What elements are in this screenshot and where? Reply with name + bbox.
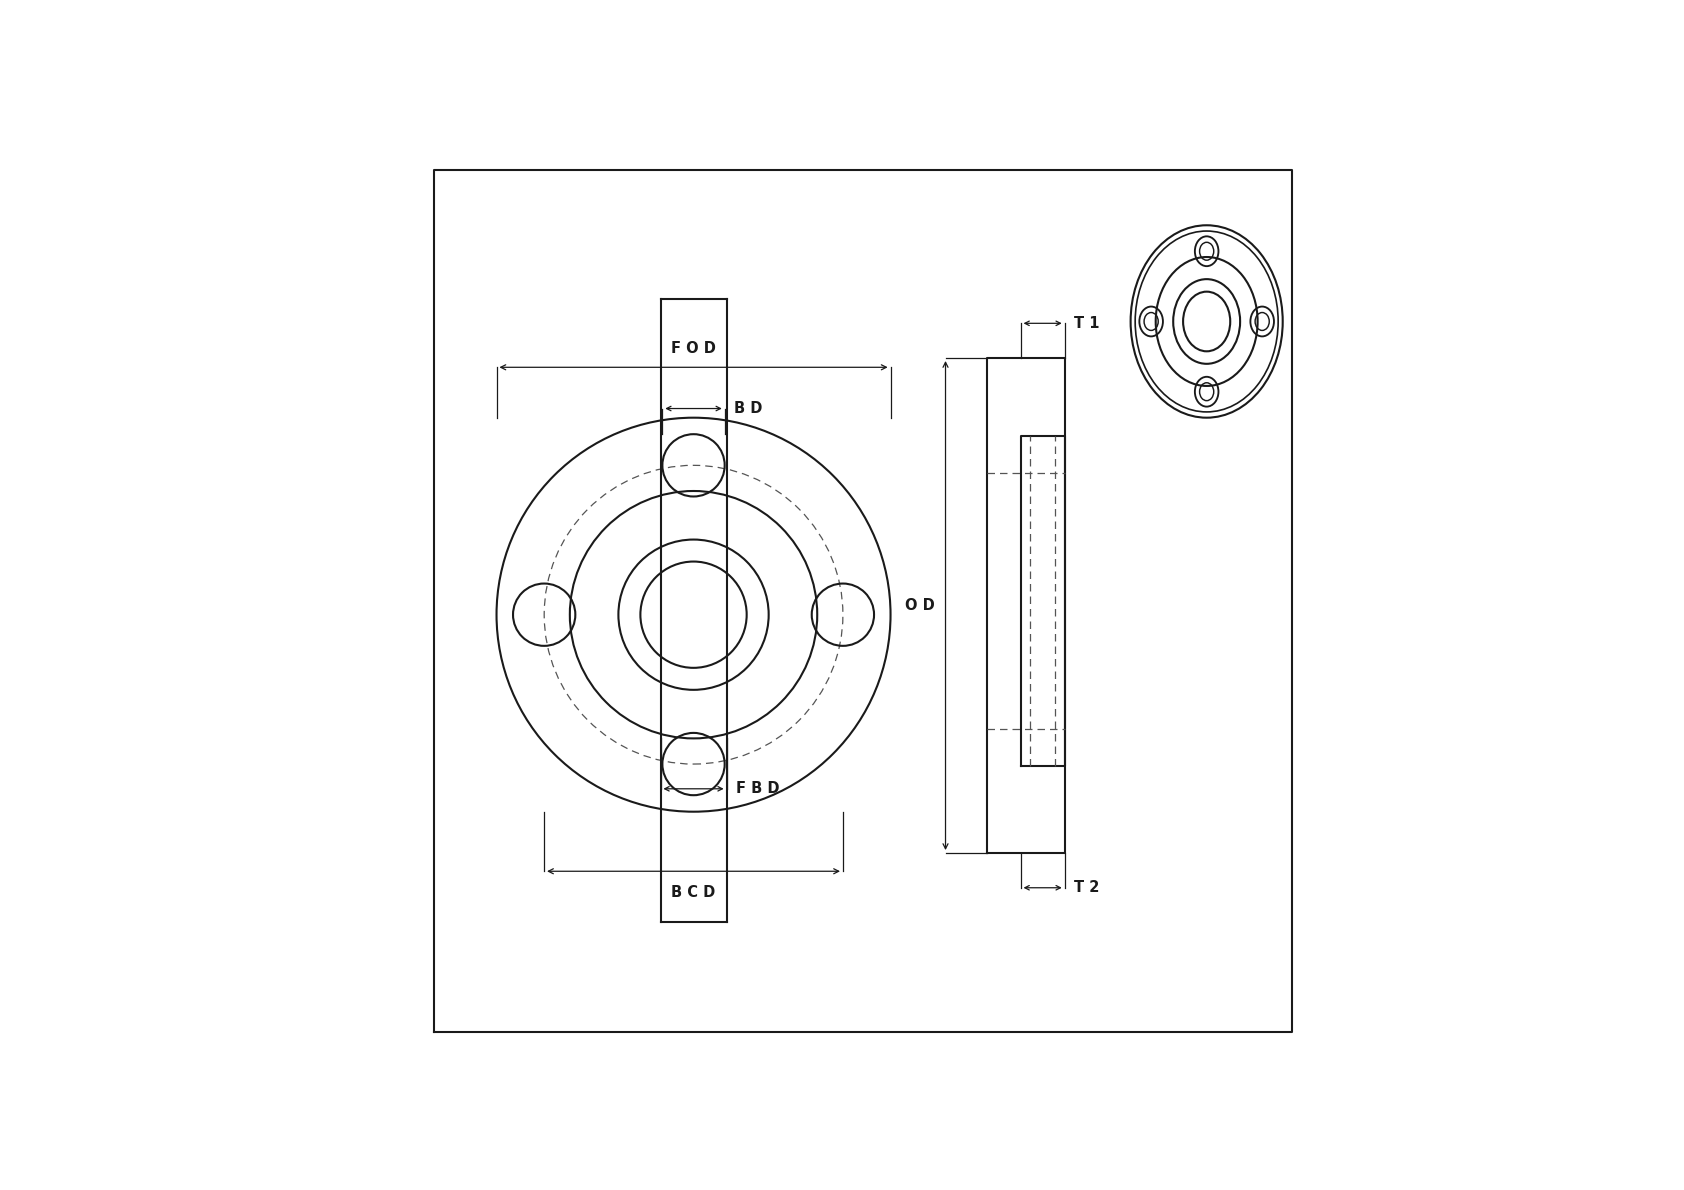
Text: O D: O D bbox=[904, 599, 935, 613]
Text: T 2: T 2 bbox=[1074, 881, 1100, 895]
Text: F B D: F B D bbox=[736, 782, 780, 796]
Text: B D: B D bbox=[734, 401, 763, 416]
Text: F O D: F O D bbox=[672, 342, 716, 356]
Text: T 1: T 1 bbox=[1074, 315, 1100, 331]
Text: B C D: B C D bbox=[672, 885, 716, 900]
